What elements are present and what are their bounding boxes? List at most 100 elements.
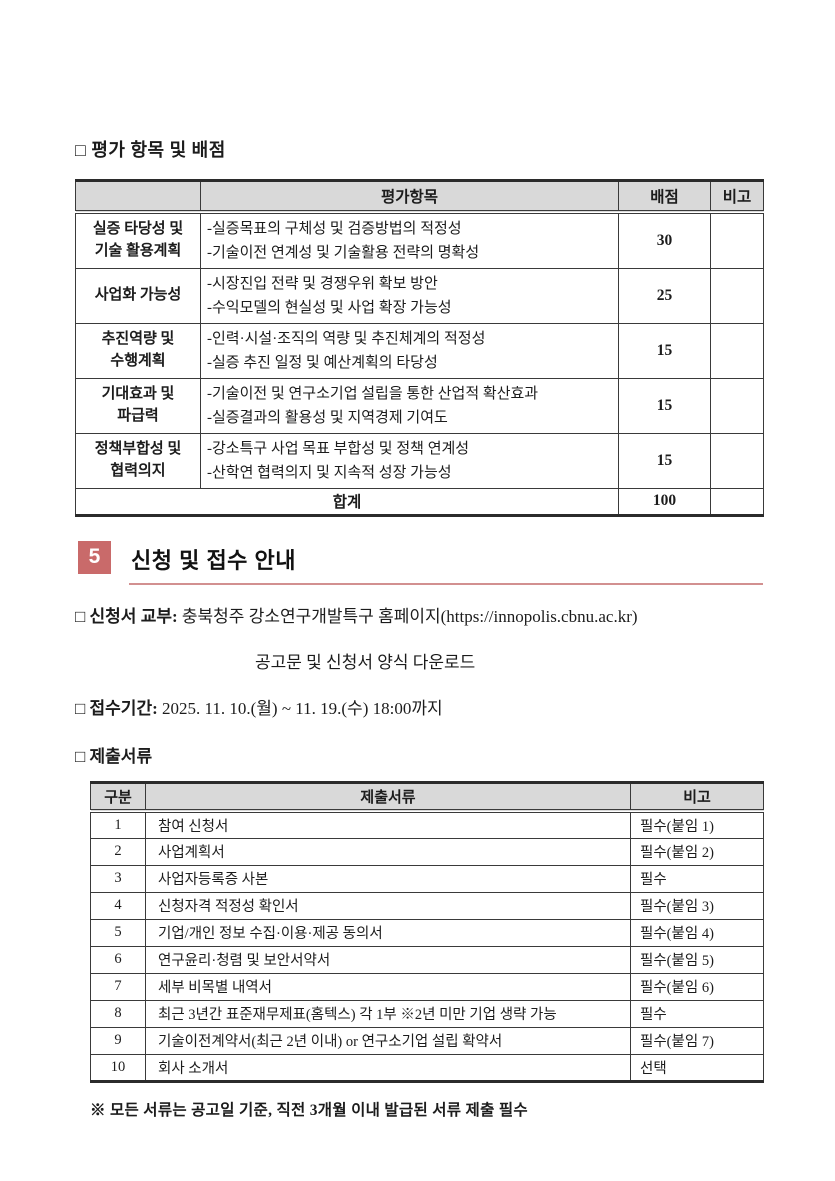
eval-item-line: -산학연 협력의지 및 지속적 성장 가능성 — [207, 464, 452, 481]
eval-item-line: -수익모델의 현실성 및 사업 확장 가능성 — [207, 299, 452, 316]
doc-name: 참여 신청서 — [145, 810, 631, 839]
docs-header-doc: 제출서류 — [145, 781, 631, 813]
section-title-underline: 신청 및 접수 안내 — [129, 541, 763, 585]
doc-name: 회사 소개서 — [145, 1053, 631, 1082]
documents-table: 구분 제출서류 비고 1 참여 신청서 필수(붙임 1) 2 사업계획서 필수(… — [90, 780, 764, 1083]
doc-note: 필수(붙임 5) — [630, 945, 764, 974]
doc-no: 4 — [90, 891, 146, 920]
doc-name: 기술이전계약서(최근 2년 이내) or 연구소기업 설립 확약서 — [145, 1026, 631, 1055]
eval-items: -시장진입 전략 및 경쟁우위 확보 방안 -수익모델의 현실성 및 사업 확장… — [200, 267, 619, 324]
doc-name: 기업/개인 정보 수집·이용·제공 동의서 — [145, 918, 631, 947]
eval-items: -실증목표의 구체성 및 검증방법의 적정성 -기술이전 연계성 및 기술활용 … — [200, 211, 619, 269]
evaluation-table-header-row: 평가항목 배점 비고 — [75, 180, 764, 214]
category-line: 수행계획 — [110, 352, 166, 369]
eval-score: 30 — [618, 211, 711, 269]
doc-name: 사업자등록증 사본 — [145, 864, 631, 893]
category-line: 기대효과 및 — [101, 385, 175, 402]
eval-score: 15 — [618, 322, 711, 379]
section-title: 신청 및 접수 안내 — [131, 547, 297, 573]
table-row: 6 연구윤리·청렴 및 보안서약서 필수(붙임 5) — [90, 945, 764, 974]
doc-note: 필수(붙임 2) — [630, 837, 764, 866]
table-total-row: 합계 100 — [75, 487, 764, 516]
doc-note: 필수 — [630, 864, 764, 893]
doc-note: 필수(붙임 7) — [630, 1026, 764, 1055]
eval-total-label: 합계 — [75, 487, 619, 516]
eval-category: 실증 타당성 및 기술 활용계획 — [75, 211, 201, 269]
doc-no: 10 — [90, 1053, 146, 1082]
eval-item-line: -인력·시설·조직의 역량 및 추진체계의 적정성 — [207, 330, 486, 347]
eval-header-note: 비고 — [710, 180, 764, 214]
category-line: 협력의지 — [110, 462, 166, 479]
eval-note — [710, 267, 764, 324]
docs-header-note: 비고 — [630, 781, 764, 813]
category-line: 기술 활용계획 — [94, 242, 182, 259]
eval-category: 기대효과 및 파급력 — [75, 377, 201, 434]
doc-note: 필수 — [630, 999, 764, 1028]
table-row: 기대효과 및 파급력 -기술이전 및 연구소기업 설립을 통한 산업적 확산효과… — [75, 377, 764, 434]
doc-no: 6 — [90, 945, 146, 974]
doc-no: 8 — [90, 999, 146, 1028]
eval-note — [710, 432, 764, 489]
eval-score: 25 — [618, 267, 711, 324]
eval-item-line: -기술이전 및 연구소기업 설립을 통한 산업적 확산효과 — [207, 385, 539, 402]
table-row: 사업화 가능성 -시장진입 전략 및 경쟁우위 확보 방안 -수익모델의 현실성… — [75, 267, 764, 324]
doc-no: 1 — [90, 810, 146, 839]
doc-note: 필수(붙임 3) — [630, 891, 764, 920]
category-line: 정책부합성 및 — [94, 440, 182, 457]
table-row: 1 참여 신청서 필수(붙임 1) — [90, 810, 764, 839]
eval-items: -인력·시설·조직의 역량 및 추진체계의 적정성 -실증 추진 일정 및 예산… — [200, 322, 619, 379]
bullet-submission-documents: □ 제출서류 — [75, 746, 153, 766]
eval-item-line: -실증 추진 일정 및 예산계획의 타당성 — [207, 354, 438, 371]
doc-note: 선택 — [630, 1053, 764, 1082]
doc-no: 3 — [90, 864, 146, 893]
eval-items: -기술이전 및 연구소기업 설립을 통한 산업적 확산효과 -실증결과의 활용성… — [200, 377, 619, 434]
table-row: 정책부합성 및 협력의지 -강소특구 사업 목표 부합성 및 정책 연계성 -산… — [75, 432, 764, 489]
evaluation-table: 평가항목 배점 비고 실증 타당성 및 기술 활용계획 -실증목표의 구체성 및… — [75, 179, 764, 517]
eval-header-blank — [75, 180, 201, 214]
eval-item-line: -기술이전 연계성 및 기술활용 전략의 명확성 — [207, 244, 480, 261]
eval-total-note — [710, 487, 764, 516]
table-row: 실증 타당성 및 기술 활용계획 -실증목표의 구체성 및 검증방법의 적정성 … — [75, 211, 764, 269]
category-line: 추진역량 및 — [101, 330, 175, 347]
eval-total-score: 100 — [618, 487, 711, 516]
section-number-badge: 5 — [78, 540, 111, 574]
bullet-reception-period: □ 접수기간: 2025. 11. 10.(월) ~ 11. 19.(수) 18… — [75, 694, 835, 719]
eval-items: -강소특구 사업 목표 부합성 및 정책 연계성 -산학연 협력의지 및 지속적… — [200, 432, 619, 489]
eval-score: 15 — [618, 432, 711, 489]
doc-name: 사업계획서 — [145, 837, 631, 866]
eval-category: 사업화 가능성 — [75, 267, 201, 324]
table-row: 5 기업/개인 정보 수집·이용·제공 동의서 필수(붙임 4) — [90, 918, 764, 947]
bullet-application-form: □ 신청서 교부: 충북청주 강소연구개발특구 홈페이지(https://inn… — [75, 602, 835, 627]
doc-no: 2 — [90, 837, 146, 866]
bullet-application-form-line2: 공고문 및 신청서 양식 다운로드 — [255, 652, 476, 672]
eval-item-line: -실증목표의 구체성 및 검증방법의 적정성 — [207, 220, 462, 237]
bullet-text: 충북청주 강소연구개발특구 홈페이지(https://innopolis.cbn… — [181, 606, 638, 626]
eval-header-score: 배점 — [618, 180, 711, 214]
doc-name: 세부 비목별 내역서 — [145, 972, 631, 1001]
table-row: 9 기술이전계약서(최근 2년 이내) or 연구소기업 설립 확약서 필수(붙… — [90, 1026, 764, 1055]
eval-item-line: -강소특구 사업 목표 부합성 및 정책 연계성 — [207, 440, 470, 457]
table-row: 추진역량 및 수행계획 -인력·시설·조직의 역량 및 추진체계의 적정성 -실… — [75, 322, 764, 379]
bullet-label: □ 신청서 교부: — [75, 606, 178, 626]
eval-note — [710, 211, 764, 269]
table-row: 7 세부 비목별 내역서 필수(붙임 6) — [90, 972, 764, 1001]
eval-item-line: -실증결과의 활용성 및 지역경제 기여도 — [207, 409, 448, 426]
documents-table-header-row: 구분 제출서류 비고 — [90, 781, 764, 813]
table-row: 4 신청자격 적정성 확인서 필수(붙임 3) — [90, 891, 764, 920]
eval-section-heading: □ 평가 항목 및 배점 — [75, 140, 226, 160]
doc-no: 5 — [90, 918, 146, 947]
eval-score: 15 — [618, 377, 711, 434]
doc-note: 필수(붙임 6) — [630, 972, 764, 1001]
eval-note — [710, 377, 764, 434]
eval-header-items: 평가항목 — [200, 180, 619, 214]
documents-footnote: ※ 모든 서류는 공고일 기준, 직전 3개월 이내 발급된 서류 제출 필수 — [90, 1101, 528, 1119]
eval-category: 정책부합성 및 협력의지 — [75, 432, 201, 489]
doc-name: 신청자격 적정성 확인서 — [145, 891, 631, 920]
doc-no: 9 — [90, 1026, 146, 1055]
docs-header-no: 구분 — [90, 781, 146, 813]
doc-note: 필수(붙임 1) — [630, 810, 764, 839]
category-line: 실증 타당성 및 — [92, 220, 184, 237]
category-line: 파급력 — [117, 407, 159, 424]
table-row: 3 사업자등록증 사본 필수 — [90, 864, 764, 893]
doc-note: 필수(붙임 4) — [630, 918, 764, 947]
